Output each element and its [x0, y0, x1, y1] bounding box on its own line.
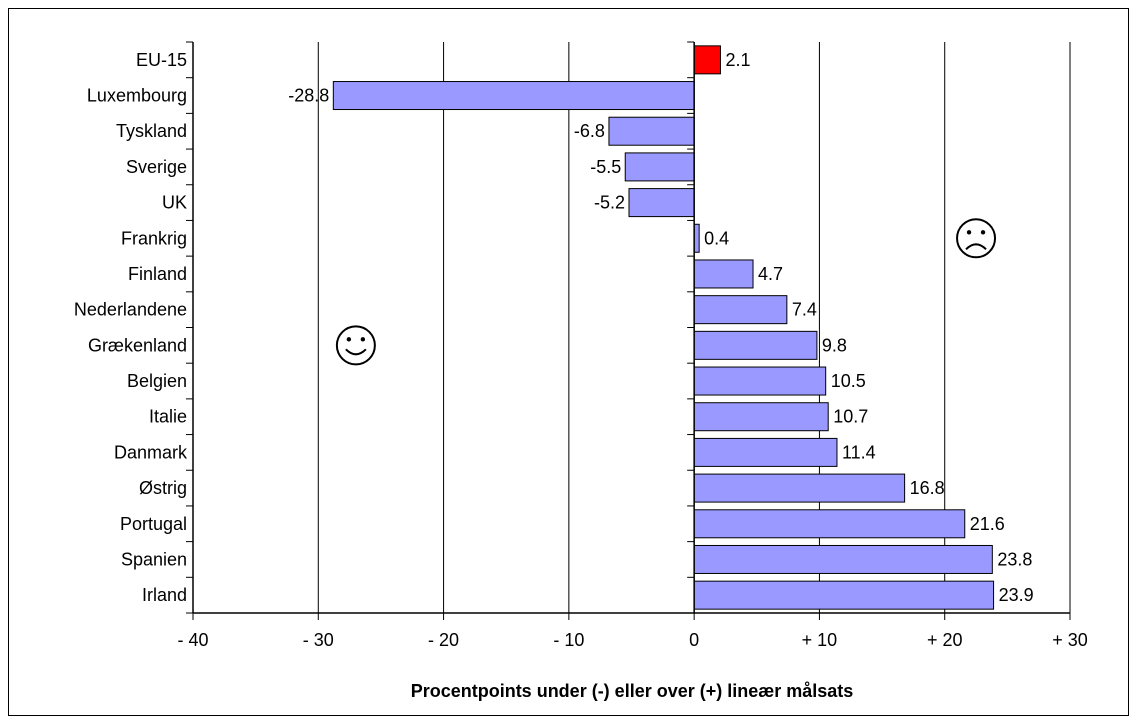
bar-luxembourg: [332, 81, 695, 111]
data-label: 4.7: [758, 264, 783, 284]
category-label: Luxembourg: [87, 86, 187, 106]
category-label: EU-15: [136, 50, 187, 70]
category-label: Grækenland: [88, 335, 187, 355]
category-label: Danmark: [114, 442, 188, 462]
data-label: 0.4: [704, 228, 729, 248]
data-label: 10.7: [833, 407, 868, 427]
bar-eu-15: [693, 45, 721, 75]
data-label: 23.8: [997, 549, 1032, 569]
x-axis-title: Procentpoints under (-) eller over (+) l…: [411, 681, 854, 701]
bar-uk: [628, 188, 695, 218]
bar-irland: [693, 580, 995, 610]
data-label: 10.5: [831, 371, 866, 391]
x-tick-label: + 10: [802, 630, 838, 650]
category-label: Tyskland: [116, 121, 187, 141]
category-label: Frankrig: [121, 228, 187, 248]
bar-finland: [693, 259, 754, 289]
category-label: Østrig: [139, 478, 187, 498]
bar-sverige: [624, 152, 695, 182]
bar-grækenland: [693, 330, 818, 360]
bar-frankrig: [693, 223, 700, 253]
category-label: UK: [162, 193, 187, 213]
category-label: Irland: [142, 585, 187, 605]
data-label: 7.4: [792, 300, 817, 320]
data-label: -28.8: [288, 86, 329, 106]
bar-spanien: [693, 544, 993, 574]
category-label: Spanien: [121, 549, 187, 569]
data-label: 21.6: [970, 514, 1005, 534]
data-label: 11.4: [842, 442, 876, 462]
category-label: Portugal: [120, 514, 187, 534]
category-label: Nederlandene: [74, 300, 187, 320]
data-label: 16.8: [910, 478, 945, 498]
category-label: Sverige: [126, 157, 187, 177]
x-tick-label: - 10: [553, 630, 584, 650]
category-label: Italie: [149, 407, 187, 427]
x-tick-label: + 20: [927, 630, 963, 650]
bar-danmark: [693, 437, 838, 467]
x-tick-label: + 30: [1052, 630, 1088, 650]
data-label: 23.9: [999, 585, 1034, 605]
data-label: -5.2: [594, 193, 625, 213]
x-tick-label: - 20: [428, 630, 459, 650]
bar-nederlandene: [693, 295, 788, 325]
bar-østrig: [693, 473, 906, 503]
x-tick-label: - 40: [177, 630, 208, 650]
category-label: Belgien: [127, 371, 187, 391]
category-label: Finland: [128, 264, 187, 284]
happy-face-icon: [335, 325, 376, 366]
bar-belgien: [693, 366, 827, 396]
data-label: 2.1: [725, 50, 750, 70]
sad-face-icon: [956, 218, 997, 259]
data-label: -5.5: [590, 157, 621, 177]
x-tick-label: - 30: [303, 630, 334, 650]
bar-tyskland: [608, 116, 695, 146]
bar-italie: [693, 402, 829, 432]
axes: [186, 41, 1071, 620]
labels: EU-15 2.1 Luxembourg -28.8 Tyskland -6.8 Sveri…: [74, 50, 1088, 650]
bars: [332, 45, 995, 610]
x-tick-label: 0: [689, 630, 699, 650]
data-label: 9.8: [822, 335, 847, 355]
data-label: -6.8: [574, 121, 605, 141]
bar-portugal: [693, 509, 966, 539]
